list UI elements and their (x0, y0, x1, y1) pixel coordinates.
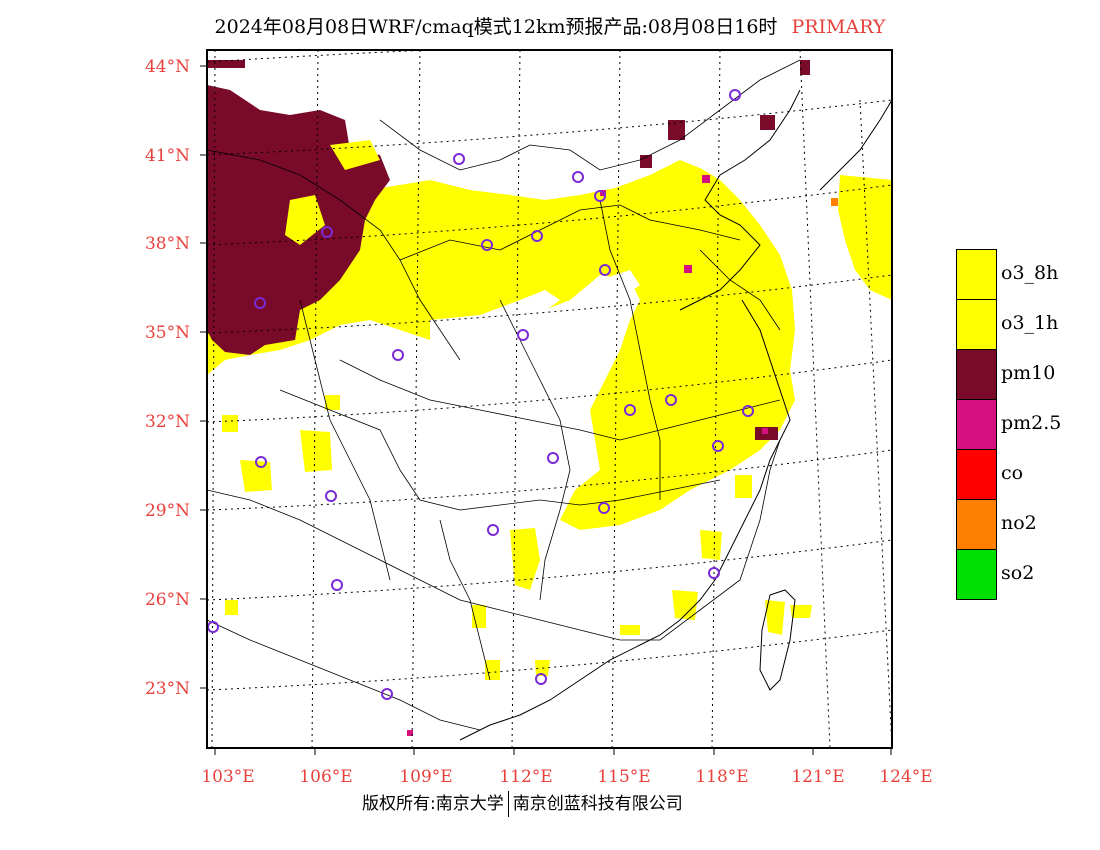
lat-label: 26°N (145, 590, 190, 610)
lon-label: 106°E (299, 767, 352, 787)
coastline (459, 89, 801, 741)
legend-label: co (1001, 462, 1024, 484)
title-primary-tag: PRIMARY (791, 16, 886, 38)
lat-label: 23°N (145, 679, 190, 699)
taiwan-outline (759, 589, 796, 691)
legend-item: pm10 (956, 349, 1100, 400)
station-markers (207, 89, 754, 700)
lon-label: 118°E (695, 767, 748, 787)
lat-label: 41°N (145, 146, 190, 166)
copyright-footer: 版权所有:南京大学 南京创蓝科技有限公司 (362, 789, 683, 817)
lon-label: 115°E (597, 767, 650, 787)
company-name: 南京创蓝科技有限公司 (512, 794, 683, 814)
legend-label: pm2.5 (1001, 412, 1062, 434)
o3-inner-regions (285, 140, 380, 245)
legend-label: so2 (1001, 562, 1035, 584)
map-content (207, 50, 892, 748)
legend-label: no2 (1001, 512, 1037, 534)
lat-labels: 44°N 41°N 38°N 35°N 32°N 29°N 26°N 23°N (145, 57, 190, 699)
legend-label: o3_8h (1001, 262, 1059, 284)
legend-swatch (956, 549, 997, 600)
lat-label: 32°N (145, 412, 190, 432)
lat-ticks (200, 65, 207, 689)
map-frame (206, 49, 893, 749)
lat-label: 29°N (145, 501, 190, 521)
legend-swatch (956, 249, 997, 300)
lon-labels: 103°E 106°E 109°E 112°E 115°E 118°E 121°… (201, 767, 932, 787)
lat-label: 35°N (145, 323, 190, 343)
legend-item: pm2.5 (956, 399, 1100, 450)
lon-label: 103°E (201, 767, 254, 787)
clear-regions (430, 270, 640, 340)
lon-label: 109°E (399, 767, 452, 787)
legend-item: o3_8h (956, 249, 1100, 300)
legend-swatch (956, 399, 997, 450)
legend-swatch (956, 349, 997, 400)
legend-item: co (956, 449, 1100, 500)
province-boundaries (207, 59, 801, 731)
legend-swatch (956, 299, 997, 350)
korea-outline (819, 99, 892, 191)
map-title: 2024年08月08日WRF/cmaq模式12km预报产品:08月08日16时 P… (0, 12, 1100, 39)
lon-label: 124°E (879, 767, 932, 787)
lon-ticks (214, 748, 892, 755)
legend-label: o3_1h (1001, 312, 1059, 334)
lat-label: 44°N (145, 57, 190, 77)
legend-swatch (956, 499, 997, 550)
copyright-text: 版权所有:南京大学 (362, 794, 504, 814)
lon-label: 112°E (499, 767, 552, 787)
lon-label: 121°E (791, 767, 844, 787)
legend-item: so2 (956, 549, 1100, 600)
title-main: 2024年08月08日WRF/cmaq模式12km预报产品:08月08日16时 (214, 16, 778, 38)
graticule (207, 50, 892, 748)
legend-item: no2 (956, 499, 1100, 550)
footer-separator (507, 791, 509, 817)
lat-label: 38°N (145, 234, 190, 254)
legend-label: pm10 (1001, 362, 1056, 384)
legend-swatch (956, 449, 997, 500)
no2-regions (831, 198, 838, 206)
legend-item: o3_1h (956, 299, 1100, 350)
